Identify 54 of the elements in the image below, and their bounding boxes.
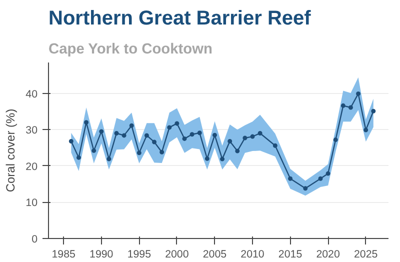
point <box>364 128 368 132</box>
point <box>167 125 172 130</box>
y-tick-label: 20 <box>26 160 38 173</box>
point <box>371 108 376 114</box>
point <box>228 139 232 144</box>
y-tick-label: 40 <box>26 88 38 100</box>
point <box>258 131 262 136</box>
point <box>174 121 180 126</box>
x-tick-label: 1995 <box>127 248 152 260</box>
point <box>242 136 248 140</box>
y-tick-label: 10 <box>26 197 38 210</box>
x-tick-label: 1985 <box>52 248 76 260</box>
x-tick-label: 2005 <box>202 248 227 260</box>
x-tick-label: 2020 <box>316 248 340 260</box>
point <box>197 130 202 136</box>
point <box>318 176 323 181</box>
point <box>288 176 293 181</box>
point <box>326 171 330 176</box>
point <box>92 148 96 153</box>
point <box>190 132 194 137</box>
point <box>99 129 104 134</box>
y-tick-label: 30 <box>26 124 38 137</box>
point <box>129 123 134 128</box>
point <box>235 148 240 154</box>
point <box>340 103 346 108</box>
point <box>84 120 89 125</box>
point <box>356 91 361 96</box>
point <box>114 131 119 136</box>
x-tick-label: 1990 <box>90 248 114 260</box>
point <box>160 150 164 154</box>
point <box>272 143 278 148</box>
x-tick-label: 2010 <box>240 248 264 260</box>
y-tick-label: 0 <box>32 234 38 246</box>
point <box>333 138 338 142</box>
point <box>152 140 157 144</box>
y-axis-title: Coral cover (%) <box>4 108 18 192</box>
chart-title: Northern Great Barrier Reef <box>48 8 312 30</box>
point <box>220 156 225 162</box>
point <box>212 132 217 138</box>
point <box>106 156 112 162</box>
point <box>76 155 81 160</box>
x-tick-label: 2025 <box>354 248 378 260</box>
point <box>182 136 187 141</box>
x-tick-label: 2015 <box>278 248 302 260</box>
point <box>348 105 353 110</box>
point <box>144 133 149 138</box>
point <box>204 156 210 161</box>
point <box>122 133 126 138</box>
x-tick-label: 2000 <box>165 248 189 260</box>
point <box>303 186 308 191</box>
point <box>68 139 74 144</box>
point <box>250 134 255 139</box>
chart-subtitle: Cape York to Cooktown <box>48 42 212 58</box>
point <box>136 150 142 156</box>
